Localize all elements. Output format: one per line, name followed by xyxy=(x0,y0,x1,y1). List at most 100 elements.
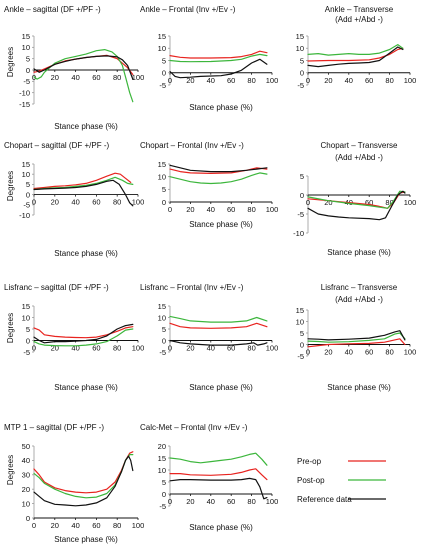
x-tick-label: 80 xyxy=(385,348,393,357)
x-tick-label: 0 xyxy=(32,344,36,353)
chart-panel-10: MTP 1 – sagittal (DF +/PF -) 0 10 20 30 40 50 0… xyxy=(4,423,144,544)
series-line-reference-data xyxy=(33,455,134,507)
y-tick-label: -5 xyxy=(159,348,166,357)
chart-panel-9: Lisfranc – Transverse (Add +/Abd -)-50510… xyxy=(296,283,417,392)
y-tick-label: 50 xyxy=(22,442,30,451)
y-tick-label: 10 xyxy=(22,170,30,179)
x-tick-label: 80 xyxy=(247,205,255,214)
y-tick-label: 0 xyxy=(162,69,166,78)
y-tick-label: 0 xyxy=(300,69,304,78)
x-tick-label: 100 xyxy=(132,198,145,207)
x-tick-label: 60 xyxy=(92,344,100,353)
series-line-reference-data xyxy=(307,46,404,68)
series-line-pre-op xyxy=(169,322,268,329)
y-tick-label: 10 xyxy=(158,44,166,53)
x-tick-label: 100 xyxy=(132,344,145,353)
y-tick-label: 40 xyxy=(22,456,30,465)
x-tick-label: 40 xyxy=(207,497,215,506)
y-tick-label: 5 xyxy=(26,54,30,63)
legend-label-pre-op: Pre-op xyxy=(297,457,322,466)
y-tick-label: 15 xyxy=(158,454,166,463)
y-tick-label: 10 xyxy=(296,317,304,326)
x-tick-label: 40 xyxy=(345,76,353,85)
y-tick-label: 0 xyxy=(162,336,166,345)
y-tick-label: 15 xyxy=(22,302,30,311)
y-tick-label: 0 xyxy=(26,336,30,345)
series-line-reference-data xyxy=(169,477,268,500)
series-line-reference-data xyxy=(33,179,134,207)
x-tick-label: 40 xyxy=(207,205,215,214)
chart-title-line-1: Lisfranc – Transverse xyxy=(321,283,398,292)
x-axis-label: Stance phase (%) xyxy=(189,523,253,532)
y-tick-label: 15 xyxy=(158,160,166,169)
series-line-pre-op xyxy=(33,451,134,494)
series-line-reference-data xyxy=(33,55,134,80)
y-tick-label: 5 xyxy=(300,172,304,181)
x-tick-label: 100 xyxy=(266,76,279,85)
series-line-pre-op xyxy=(33,326,134,339)
y-tick-label: 0 xyxy=(26,66,30,75)
y-tick-label: 5 xyxy=(162,56,166,65)
series-line-pre-op xyxy=(33,172,132,190)
y-tick-label: 0 xyxy=(26,514,30,523)
chart-title: Ankle – sagittal (DF +/PF -) xyxy=(4,5,101,14)
series-line-post-op xyxy=(33,49,134,103)
x-tick-label: 20 xyxy=(186,205,194,214)
y-tick-label: -5 xyxy=(297,352,304,361)
x-tick-label: 20 xyxy=(324,348,332,357)
series-line-reference-data xyxy=(307,330,406,341)
series-line-pre-op xyxy=(169,468,268,481)
series-line-pre-op xyxy=(307,338,406,348)
chart-title-line-2: (Add +/Abd -) xyxy=(335,295,383,304)
x-tick-label: 80 xyxy=(247,344,255,353)
x-axis-label: Stance phase (%) xyxy=(327,248,391,257)
series-line-post-op xyxy=(169,53,268,63)
series-line-post-op xyxy=(307,44,404,56)
x-tick-label: 40 xyxy=(71,198,79,207)
x-tick-label: 100 xyxy=(132,521,145,530)
y-tick-label: -5 xyxy=(159,502,166,511)
legend-label-post-op: Post-op xyxy=(297,476,325,485)
x-axis-label: Stance phase (%) xyxy=(54,535,118,544)
x-tick-label: 60 xyxy=(365,76,373,85)
x-tick-label: 100 xyxy=(404,348,417,357)
y-tick-label: 0 xyxy=(300,340,304,349)
y-tick-label: 15 xyxy=(158,302,166,311)
series-line-reference-data xyxy=(33,323,134,344)
x-tick-label: 100 xyxy=(132,73,145,82)
x-tick-label: 40 xyxy=(207,344,215,353)
x-axis-label: Stance phase (%) xyxy=(54,249,118,258)
x-tick-label: 80 xyxy=(247,497,255,506)
x-tick-label: 80 xyxy=(385,198,393,207)
x-tick-label: 20 xyxy=(324,198,332,207)
chart-panel-3: Ankle – Transverse (Add +/Abd -)-50510150… xyxy=(296,5,417,90)
series-line-reference-data xyxy=(169,339,268,346)
y-tick-label: 10 xyxy=(158,313,166,322)
chart-panel-5: Chopart – Frontal (Inv +/Ev -) 0 5 10 15 0 20 4… xyxy=(140,141,278,229)
y-tick-label: 30 xyxy=(22,471,30,480)
y-tick-label: 15 xyxy=(158,32,166,41)
x-tick-label: 60 xyxy=(92,521,100,530)
x-tick-label: 100 xyxy=(404,198,417,207)
chart-title-line-2: (Add +/Abd -) xyxy=(335,153,383,162)
chart-panel-8: Lisfranc – Frontal (Inv +/Ev -)-50510150… xyxy=(140,283,278,392)
y-tick-label: -5 xyxy=(297,81,304,90)
y-tick-label: -5 xyxy=(23,77,30,86)
y-tick-label: -10 xyxy=(19,88,30,97)
x-tick-label: 0 xyxy=(306,348,310,357)
ylabel-row-4: Degrees xyxy=(6,455,15,485)
chart-title: Ankle – Transverse (Add +/Abd -) xyxy=(325,5,394,24)
x-tick-label: 40 xyxy=(207,76,215,85)
x-tick-label: 20 xyxy=(186,76,194,85)
series-line-post-op xyxy=(169,172,268,185)
x-axis-label: Stance phase (%) xyxy=(327,383,391,392)
y-tick-label: 5 xyxy=(26,325,30,334)
chart-title-line-1: Ankle – Transverse xyxy=(325,5,394,14)
series-line-pre-op xyxy=(169,167,268,174)
y-tick-label: 10 xyxy=(22,499,30,508)
x-tick-label: 100 xyxy=(266,344,279,353)
chart-panel-7: Lisfranc – sagittal (DF +/PF -)-50510150… xyxy=(4,283,144,392)
ylabel-group: Degrees Degrees Degrees Degrees xyxy=(6,47,15,485)
x-tick-label: 100 xyxy=(266,497,279,506)
